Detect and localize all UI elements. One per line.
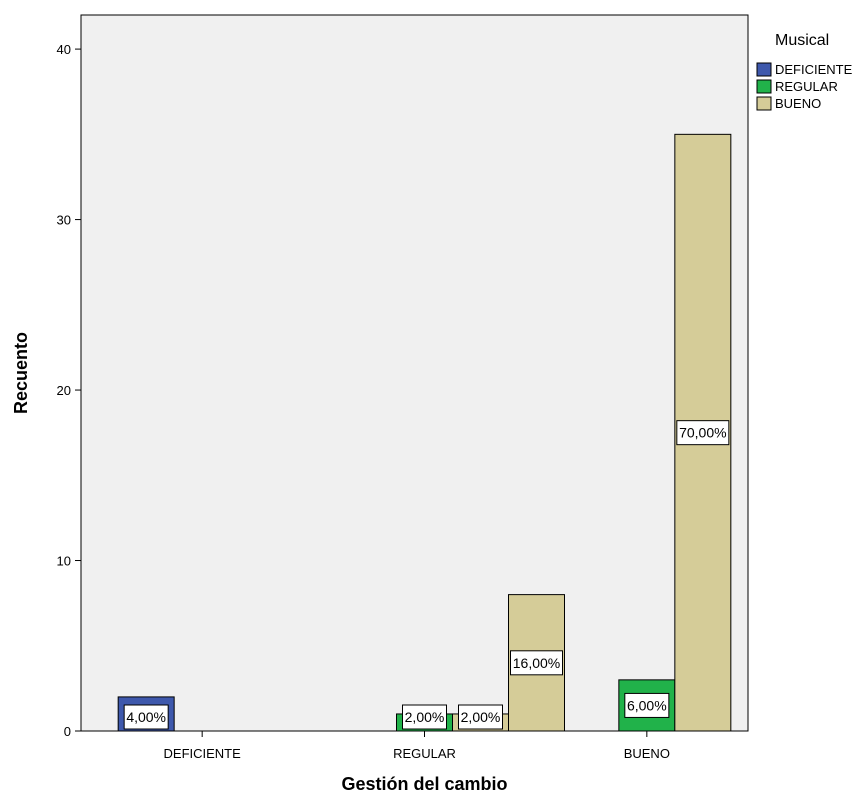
- y-tick-label-0: 0: [64, 724, 71, 739]
- legend-swatch-regular: [756, 79, 772, 94]
- axes-layer: 0 10 20 30 40 DEFICIENTE REGULAR BUENO: [57, 15, 748, 761]
- legend-title: Musical: [775, 32, 829, 49]
- data-label-bueno-regular-extra-box: [510, 650, 563, 676]
- legend-label-bueno: BUENO: [775, 96, 821, 111]
- legend-label-regular: REGULAR: [775, 79, 838, 94]
- data-label-bueno-regular-box: [458, 704, 503, 730]
- data-label-bueno-regular-extra: 16,00%: [513, 655, 560, 671]
- y-tick-label-30: 30: [57, 213, 71, 228]
- x-axis-title: Gestión del cambio: [341, 774, 507, 794]
- data-label-regular-bueno: 6,00%: [627, 697, 667, 713]
- x-tick-label-deficiente: DEFICIENTE: [164, 746, 242, 761]
- data-labels-layer: 4,00% 2,00% 6,00% 2,00% 70,00% 16,00%: [123, 420, 730, 730]
- y-tick-label-40: 40: [57, 42, 71, 57]
- data-label-deficiente-deficiente: 4,00%: [126, 709, 166, 725]
- legend: Musical DEFICIENTE REGULAR BUENO: [756, 32, 853, 111]
- legend-swatch-bueno: [756, 96, 772, 111]
- data-label-regular-regular-box: [402, 704, 447, 730]
- y-axis-title: Recuento: [11, 332, 31, 414]
- legend-label-deficiente: DEFICIENTE: [775, 62, 853, 77]
- legend-swatch-deficiente: [756, 62, 772, 77]
- x-tick-label-bueno: BUENO: [624, 746, 670, 761]
- y-tick-label-10: 10: [57, 554, 71, 569]
- data-label-regular-bueno-box: [624, 692, 670, 718]
- data-label-regular-regular: 2,00%: [405, 709, 445, 725]
- y-tick-label-20: 20: [57, 383, 71, 398]
- data-label-bueno-bueno-box: [676, 420, 730, 446]
- data-label-bueno-regular: 2,00%: [461, 709, 501, 725]
- x-tick-label-regular: REGULAR: [393, 746, 456, 761]
- data-label-bueno-bueno: 70,00%: [679, 425, 726, 441]
- data-label-deficiente-deficiente-box: [123, 704, 169, 730]
- plot-area: [80, 14, 749, 732]
